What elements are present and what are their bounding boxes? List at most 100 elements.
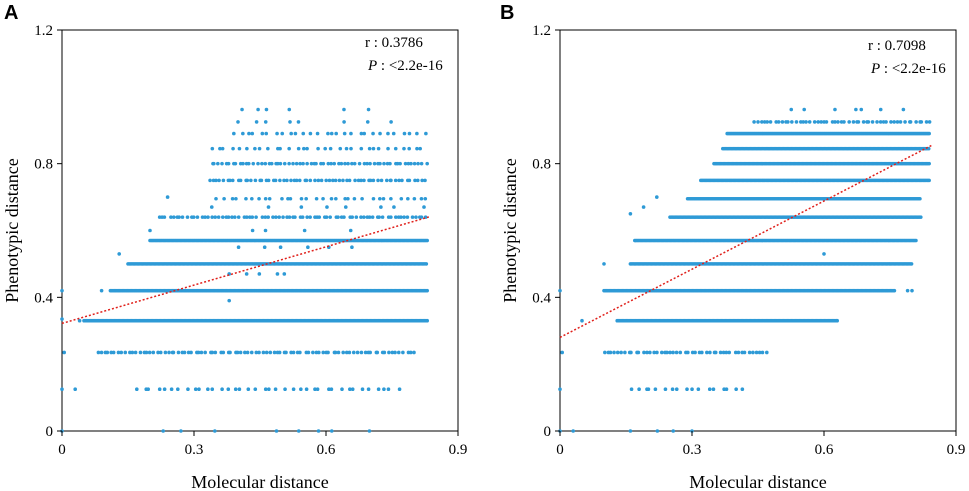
data-point [685,387,689,392]
data-point [909,262,914,266]
data-point [407,178,412,183]
plot-frame [61,29,459,432]
data-point [409,161,413,166]
data-point [287,146,291,151]
data-point [927,131,931,136]
data-point [892,288,897,293]
data-point [424,131,428,136]
data-point [400,178,404,183]
data-point [96,350,101,355]
data-point [213,350,218,355]
data-point [425,288,430,293]
data-point [294,178,299,183]
data-point [707,387,712,392]
data-point [232,131,236,136]
data-point [217,178,221,183]
data-point [253,387,258,392]
data-point [172,215,176,219]
data-point [619,350,623,355]
data-point [386,146,390,151]
data-point [740,387,745,392]
data-point [329,131,334,136]
data-point [269,161,274,166]
data-point [260,131,265,136]
data-point [674,350,679,355]
data-point [419,215,424,219]
data-point [560,350,564,355]
data-point [241,131,245,136]
data-point [842,120,846,124]
data-point [908,120,913,124]
data-point [356,178,361,183]
data-point [203,350,207,355]
data-point [760,120,764,124]
data-point [230,215,234,219]
data-point [389,196,393,201]
data-point [418,146,422,151]
data-point [765,350,769,355]
data-point [756,120,760,124]
data-point [329,387,334,392]
data-point [316,178,321,183]
data-point [345,178,349,183]
data-point [250,131,255,136]
data-point [176,350,181,355]
data-point [390,350,395,355]
stat-p-value: P : <2.2e-16 [367,58,443,74]
data-point [655,350,659,355]
data-point [381,196,386,201]
data-point [287,107,292,112]
data-point [278,178,282,183]
data-point [263,215,268,219]
data-point [410,215,415,219]
data-point [663,387,668,392]
data-point [319,178,324,183]
data-point [256,161,260,166]
data-point [812,120,817,124]
data-point [757,350,762,355]
data-point [226,387,231,392]
data-point [571,429,575,433]
data-point [608,350,613,355]
data-point [329,429,334,433]
data-point [156,350,160,355]
data-point [371,196,376,201]
data-point [176,387,180,392]
data-point [870,120,875,124]
data-point [875,120,879,124]
data-point [210,350,215,355]
data-point [668,350,672,355]
data-point [331,178,335,183]
data-point [927,178,931,183]
data-point [353,178,357,183]
data-point [360,387,365,392]
data-point [138,350,143,355]
data-point [819,120,824,124]
data-point [293,215,297,219]
data-point [299,387,303,392]
x-tick-label: 0.6 [317,442,336,458]
panel-label: B [500,2,514,24]
data-point [195,215,200,219]
data-point [249,178,253,183]
data-point [350,161,354,166]
data-point [298,161,302,166]
data-point [261,350,266,355]
data-point [847,120,851,124]
data-point [214,196,218,201]
data-point [314,196,319,201]
data-point [765,120,770,124]
data-point [399,196,404,201]
data-point [60,288,64,293]
data-point [326,131,330,136]
data-point [245,146,249,151]
data-point [700,350,704,355]
data-point [833,120,837,124]
data-point [386,387,391,392]
data-point [327,178,332,183]
data-point [305,215,309,219]
data-point [602,262,606,266]
data-point [389,215,393,219]
data-point [263,228,268,233]
data-point [186,387,190,392]
